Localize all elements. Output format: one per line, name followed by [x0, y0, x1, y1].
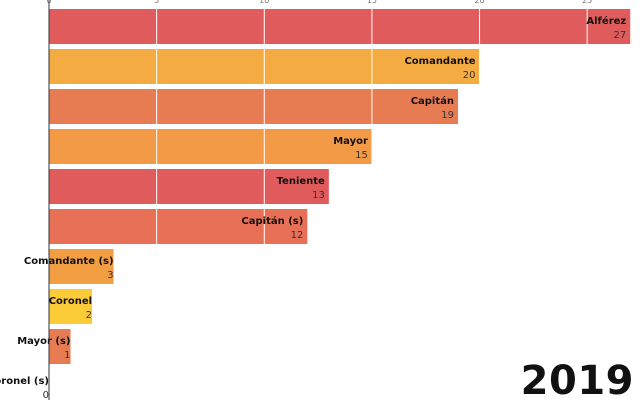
bar-value-label: 2: [86, 310, 92, 321]
bar-label: Comandante: [404, 56, 475, 67]
x-tick-label: 10: [259, 0, 269, 5]
bar-value-label: 0: [43, 390, 49, 400]
bar: [49, 169, 329, 204]
bar-label: Capitán (s): [241, 215, 303, 227]
year-label: 2019: [520, 358, 634, 404]
bar: [49, 9, 631, 44]
bar: [49, 249, 114, 284]
bar-label: Teniente: [277, 176, 326, 187]
x-tick-label: 5: [154, 0, 159, 5]
bar-value-label: 27: [614, 30, 627, 41]
bar-label: Alférez: [586, 15, 626, 27]
bar-label: Coronel (s): [0, 376, 49, 387]
bar-value-label: 1: [64, 350, 70, 361]
bar-label: Mayor: [333, 136, 368, 147]
bar: [49, 89, 459, 124]
bar-value-label: 12: [291, 230, 304, 241]
bar-value-label: 20: [463, 70, 476, 81]
bar: [49, 289, 93, 324]
bar: [49, 129, 372, 164]
bar-label: Coronel: [49, 296, 92, 307]
bar-value-label: 15: [355, 150, 368, 161]
x-tick-label: 25: [582, 0, 592, 5]
bar-value-label: 19: [441, 110, 454, 121]
bar-label: Comandante (s): [24, 256, 114, 267]
x-tick-label: 20: [474, 0, 484, 5]
x-tick-label: 15: [367, 0, 377, 5]
bar-value-label: 13: [312, 190, 325, 201]
bar-value-label: 3: [107, 270, 113, 281]
bar-label: Capitán: [411, 95, 454, 107]
bar: [49, 329, 71, 364]
bar-label: Mayor (s): [17, 336, 70, 347]
